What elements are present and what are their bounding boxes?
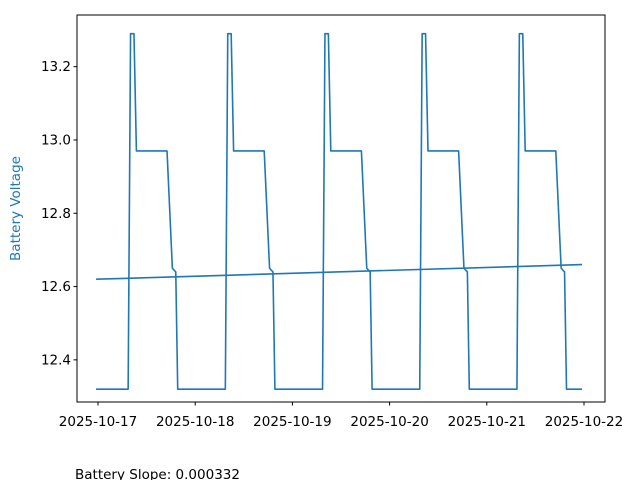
x-tick-label: 2025-10-19 (253, 414, 331, 430)
y-tick-label: 13.0 (41, 132, 71, 148)
stats-footnote: Battery Slope: 0.000332 Battery Min: 12.… (75, 433, 357, 480)
x-tick-label: 2025-10-21 (448, 414, 526, 430)
y-axis-label: Battery Voltage (8, 156, 24, 261)
x-tick-label: 2025-10-20 (350, 414, 428, 430)
y-tick-label: 12.6 (41, 279, 71, 295)
y-tick-label: 12.8 (41, 206, 71, 222)
plot-frame (76, 14, 606, 403)
stats-slope-text: Battery Slope: 0.000332 (75, 467, 240, 480)
y-tick-label: 12.4 (41, 352, 71, 368)
x-tick-label: 2025-10-17 (59, 414, 137, 430)
chart-series-layer (96, 32, 583, 390)
chart-tick-layer: 2025-10-17 2025-10-18 2025-10-19 2025-10-20… (41, 59, 623, 430)
trend-line (96, 263, 583, 281)
x-tick-label: 2025-10-22 (545, 414, 623, 430)
battery-voltage-line (96, 32, 583, 390)
y-tick-label: 13.2 (41, 59, 71, 75)
x-tick-label: 2025-10-18 (156, 414, 234, 430)
chart-frame-layer (76, 14, 606, 403)
